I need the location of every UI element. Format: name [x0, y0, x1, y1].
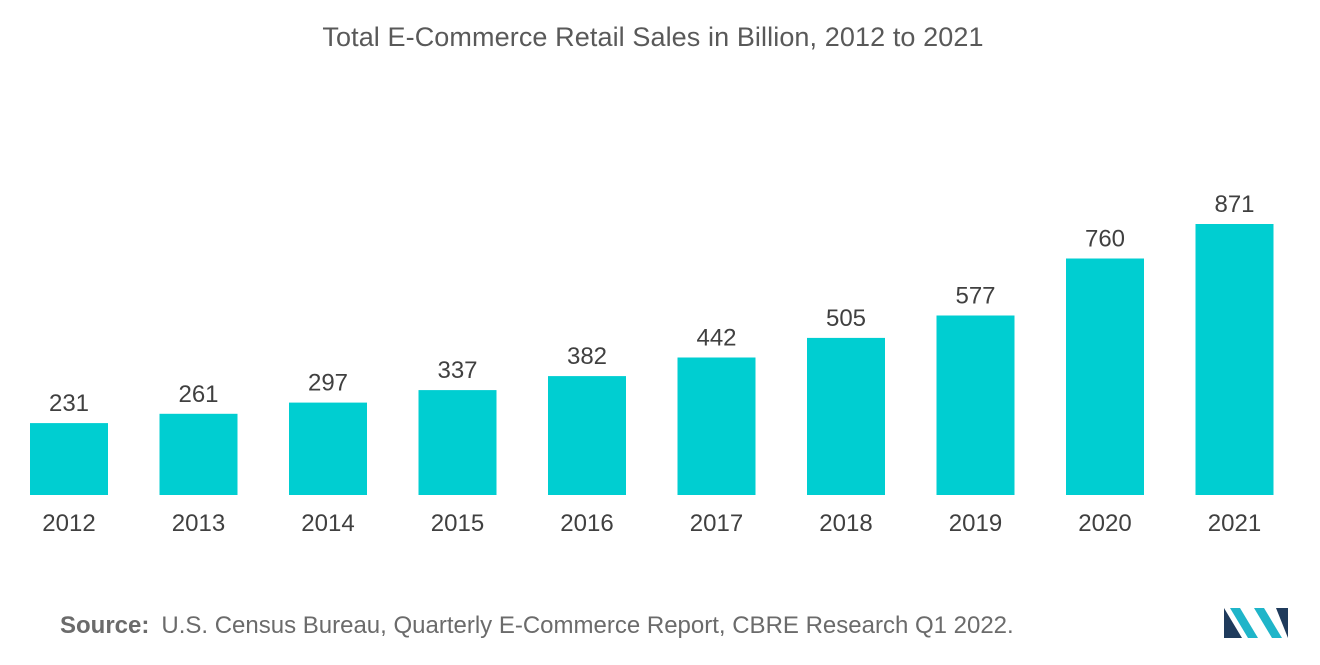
logo-shape-mid — [1230, 608, 1258, 638]
bar-2021 — [1195, 224, 1274, 495]
mordor-intelligence-logo-icon — [1224, 608, 1288, 638]
bar-2020 — [1066, 258, 1144, 495]
logo-shape-left — [1224, 608, 1242, 638]
bar-2017 — [677, 357, 756, 495]
x-tick-label-2020: 2020 — [1078, 510, 1131, 537]
x-tick-label-2018: 2018 — [819, 510, 872, 537]
x-tick-label-2016: 2016 — [560, 510, 613, 537]
value-label-2017: 442 — [696, 325, 736, 352]
x-tick-label-2021: 2021 — [1208, 510, 1261, 537]
value-label-2020: 760 — [1085, 226, 1125, 253]
logo-shape-edge — [1276, 608, 1288, 638]
value-label-2019: 577 — [955, 283, 995, 310]
bar-2019 — [936, 315, 1015, 495]
bar-2016 — [548, 376, 626, 495]
x-tick-label-2019: 2019 — [949, 510, 1002, 537]
x-tick-label-2017: 2017 — [690, 510, 743, 537]
logo-shape-right — [1254, 608, 1282, 638]
chart-title: Total E-Commerce Retail Sales in Billion… — [322, 22, 984, 52]
value-label-2012: 231 — [49, 390, 89, 417]
x-axis-tick-labels: 2012 2013 2014 2015 2016 2017 2018 2019 2020 2021 — [42, 510, 1261, 537]
bar-2015 — [418, 390, 497, 495]
source-note: Source: U.S. Census Bureau, Quarterly E-C… — [60, 612, 1014, 640]
x-tick-label-2013: 2013 — [172, 510, 225, 537]
bar-2014 — [289, 402, 367, 495]
value-label-2018: 505 — [826, 305, 866, 332]
bar-2013 — [159, 413, 238, 495]
bar-2012 — [30, 423, 108, 495]
x-tick-label-2015: 2015 — [431, 510, 484, 537]
bar-2018 — [807, 337, 885, 495]
value-label-2021: 871 — [1214, 191, 1254, 218]
value-label-2015: 337 — [437, 357, 477, 384]
value-labels-group: 231 261 297 337 382 442 505 577 760 871 — [49, 191, 1255, 417]
value-label-2016: 382 — [567, 343, 607, 370]
value-label-2014: 297 — [308, 370, 348, 397]
x-tick-label-2012: 2012 — [42, 510, 95, 537]
bars-group — [30, 224, 1274, 495]
source-label: Source: — [60, 612, 150, 639]
source-text: U.S. Census Bureau, Quarterly E-Commerce… — [161, 612, 1014, 639]
value-label-2013: 261 — [178, 381, 218, 408]
x-tick-label-2014: 2014 — [301, 510, 354, 537]
